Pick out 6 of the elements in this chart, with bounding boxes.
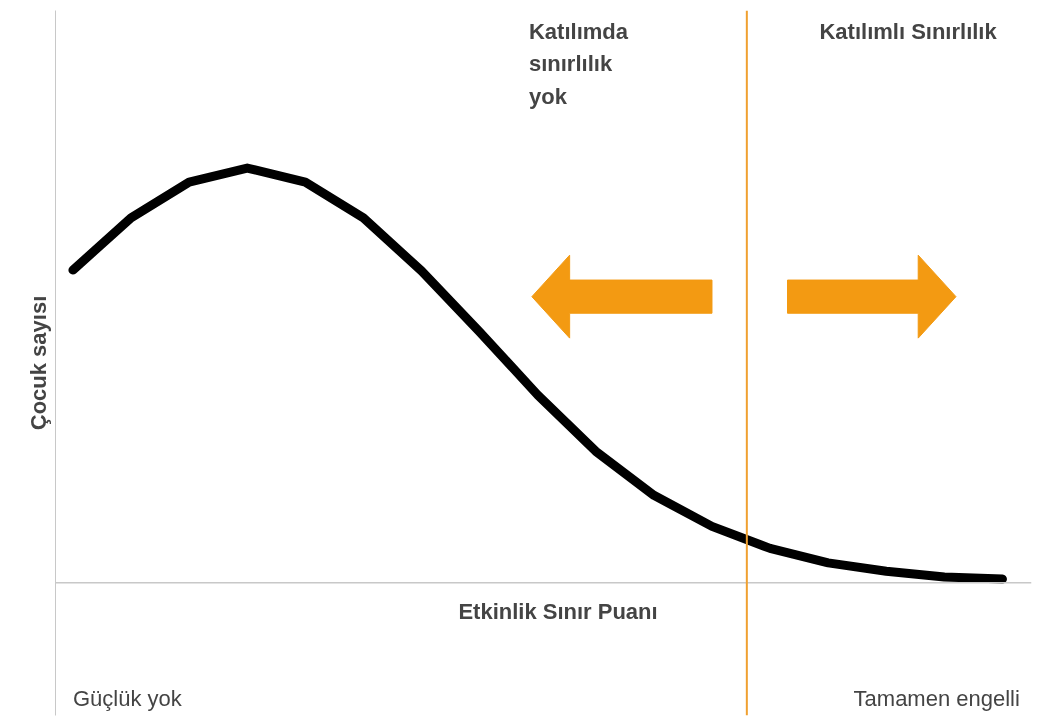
text: Katılımda sınırlılık yok [528,18,629,109]
y-axis-title: Çocuk sayısı [25,295,51,431]
x-axis-title: Etkinlik Sınır Puanı [458,599,658,625]
text: Güçlük yok [72,686,183,712]
text: Tamamen engelli [853,686,1020,712]
text: Katılımlı Sınırlılık [819,18,998,44]
